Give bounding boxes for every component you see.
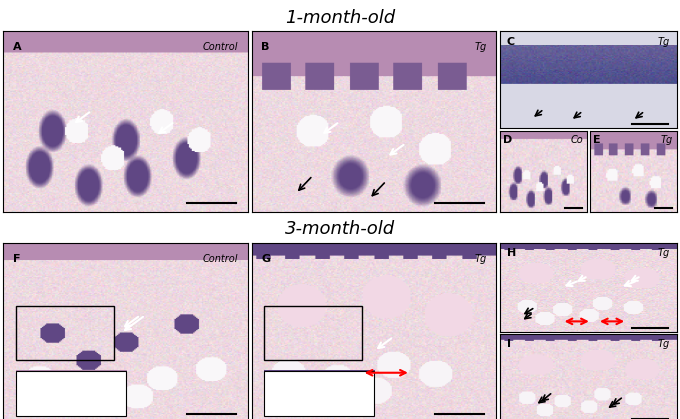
Text: F: F	[13, 254, 20, 264]
Text: G: G	[261, 254, 271, 264]
Text: I: I	[507, 339, 511, 349]
Text: 1-month-old: 1-month-old	[285, 9, 395, 26]
Bar	[264, 371, 374, 416]
Text: A: A	[13, 42, 22, 52]
Bar	[16, 371, 126, 416]
Text: Tg: Tg	[475, 42, 487, 52]
Text: E: E	[594, 135, 601, 145]
Text: C: C	[507, 37, 515, 47]
Text: H: H	[507, 248, 516, 259]
Text: 3-month-old: 3-month-old	[285, 220, 395, 238]
Text: D: D	[503, 135, 513, 145]
Text: Control: Control	[203, 254, 239, 264]
Text: Co: Co	[571, 135, 583, 145]
Bar	[264, 306, 362, 360]
Text: Control: Control	[203, 42, 239, 52]
Text: Tg: Tg	[658, 339, 670, 349]
Text: Tg: Tg	[658, 248, 670, 259]
Text: B: B	[261, 42, 270, 52]
Bar	[16, 306, 114, 360]
Text: Tg: Tg	[661, 135, 673, 145]
Text: Tg: Tg	[475, 254, 487, 264]
Text: Tg: Tg	[658, 37, 670, 47]
